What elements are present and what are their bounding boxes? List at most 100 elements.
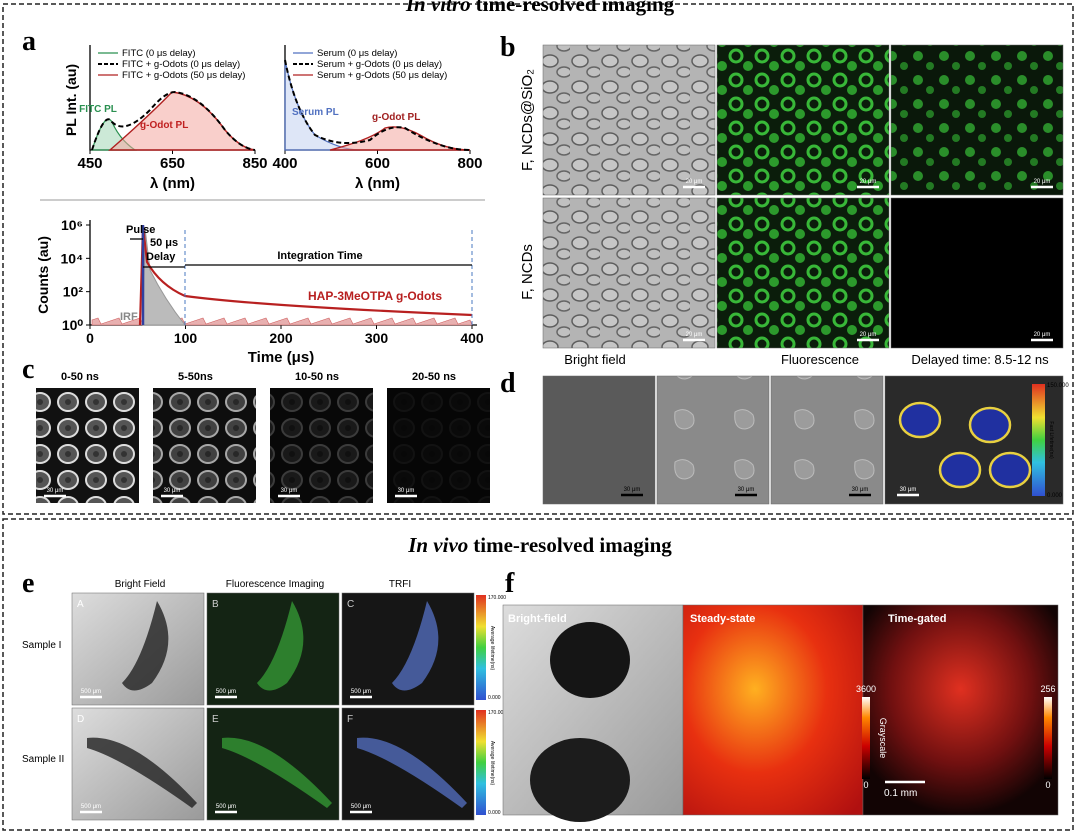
image-letter: C — [347, 599, 354, 610]
colorbar-title: Average lifetime(ns) — [489, 741, 495, 786]
image-letter: A — [77, 599, 84, 610]
cell — [898, 401, 942, 439]
colorbar-label: 3600 — [856, 684, 876, 694]
micrograph — [890, 197, 1064, 349]
specimen — [357, 737, 467, 808]
colorbar-title: Grayscale — [878, 718, 888, 759]
micrograph — [153, 388, 256, 503]
colorbar-label: 170.000 — [488, 595, 506, 601]
micrograph — [682, 604, 864, 816]
colorbar-label: 0.000 — [1047, 493, 1063, 499]
eye — [530, 738, 630, 822]
legend-entry: Serum (0 μs delay) — [317, 48, 397, 59]
x-tick-label: 0 — [86, 330, 94, 346]
annotation: g-Odot PL — [140, 120, 188, 131]
column-label: Bright field — [564, 352, 625, 367]
decay-curve — [138, 225, 473, 326]
panel-label: e — [22, 568, 34, 599]
colorbar-label: 150.000 — [1047, 383, 1069, 389]
legend-entry: FITC (0 μs delay) — [122, 48, 196, 59]
specimen — [122, 601, 169, 691]
colorbar-title: Average lifetime(ns) — [489, 626, 495, 671]
scale-bar-label: 500 μm — [351, 804, 371, 810]
micrograph — [387, 388, 490, 503]
y-tick-label: 10⁶ — [61, 217, 83, 233]
eye — [550, 622, 630, 698]
annotation: FITC PL — [79, 104, 117, 115]
scale-bar-label: 500 μm — [81, 804, 101, 810]
annotation: Delay — [146, 251, 176, 263]
axis-title: Counts (au) — [35, 236, 51, 314]
micrograph — [542, 197, 716, 349]
annotation: HAP-3MeOTPA g-Odots — [308, 289, 442, 303]
annotation: Integration Time — [277, 250, 362, 262]
column-label: 0-50 ns — [61, 371, 99, 383]
annotation: Serum PL — [292, 107, 339, 118]
scale-bar-label: 30 μm — [47, 488, 64, 494]
colorbar-label: 0.000 — [488, 810, 501, 816]
annotation: Pulse — [126, 224, 155, 236]
colorbar — [1044, 697, 1052, 779]
column-label: 10-50 ns — [295, 371, 339, 383]
x-tick-label: 650 — [160, 155, 185, 172]
panel-label: a — [22, 26, 36, 57]
annotation: 50 μs — [150, 237, 178, 249]
scale-bar-label: 30 μm — [164, 488, 181, 494]
column-label: Bright Field — [115, 579, 166, 590]
axis-title: Time (μs) — [248, 349, 314, 366]
column-label: Time-gated — [888, 613, 946, 625]
title-rest: time-resolved imaging — [476, 0, 675, 16]
x-tick-label: 400 — [460, 330, 484, 346]
cell — [988, 451, 1032, 489]
micrograph — [542, 44, 716, 196]
column-label: Fluorescence — [781, 352, 859, 367]
x-tick-label: 800 — [457, 155, 482, 172]
column-label: TRFI — [389, 579, 411, 590]
micrograph — [716, 197, 890, 349]
micrograph — [770, 375, 884, 505]
micrograph — [716, 44, 890, 196]
scale-bar-label: 30 μm — [398, 488, 415, 494]
axis-title: λ (nm) — [355, 175, 400, 192]
scale-bar-label: 30 μm — [738, 487, 755, 493]
scale-bar-label: 20 μm — [1034, 179, 1051, 185]
specimen — [87, 737, 197, 808]
scale-bar-label: 500 μm — [216, 689, 236, 695]
y-tick-label: 10⁰ — [62, 317, 84, 333]
micrograph — [542, 375, 656, 505]
scale-bar-label: 20 μm — [686, 332, 703, 338]
scale-bar-label: 20 μm — [860, 179, 877, 185]
annotation: IRF — [120, 311, 138, 323]
column-label: Bright-field — [508, 613, 567, 625]
panel-label: d — [500, 368, 516, 399]
panel-label: b — [500, 32, 516, 63]
y-tick-label: 10⁴ — [61, 250, 84, 266]
specimen — [257, 601, 304, 691]
x-tick-label: 850 — [242, 155, 267, 172]
section-box — [2, 518, 1074, 831]
specimen — [222, 737, 332, 808]
scale-bar-label: 20 μm — [860, 332, 877, 338]
scale-bar-label: 500 μm — [216, 804, 236, 810]
colorbar-title: Fast Lifetime(ns) — [1048, 421, 1054, 459]
annotation: g-Odot PL — [372, 112, 420, 123]
cell — [968, 406, 1012, 444]
cell — [938, 451, 982, 489]
image-letter: B — [212, 599, 219, 610]
colorbar-title: Grayscale — [1060, 718, 1070, 759]
axis-title: λ (nm) — [150, 175, 195, 192]
colorbar — [476, 595, 486, 700]
specimen — [392, 601, 439, 691]
panel-label: c — [22, 354, 34, 385]
scale-bar-label: 500 μm — [81, 689, 101, 695]
scale-bar-label: 0.1 mm — [884, 788, 917, 799]
legend-entry: Serum + g-Odots (50 μs delay) — [317, 70, 447, 81]
colorbar — [1032, 384, 1045, 496]
panel-label: f — [505, 568, 515, 599]
micrograph — [656, 375, 770, 505]
column-label: 20-50 ns — [412, 371, 456, 383]
scale-bar-label: 20 μm — [686, 179, 703, 185]
column-label: Steady-state — [690, 613, 755, 625]
x-tick-label: 300 — [365, 330, 389, 346]
